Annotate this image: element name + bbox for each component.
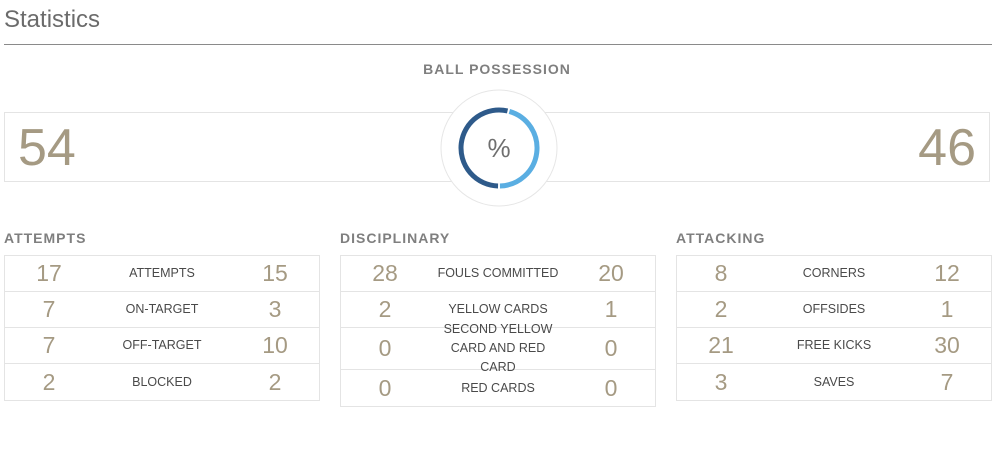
section-attacking: ATTACKING 8 CORNERS 12 2 OFFSIDES 1 21 F…	[676, 229, 992, 401]
stat-row: 17 ATTEMPTS 15	[5, 256, 319, 292]
donut-outer-ring	[440, 89, 558, 207]
page-title: Statistics	[4, 6, 101, 33]
stat-home-value: 21	[708, 332, 734, 358]
stat-row: 2 BLOCKED 2	[5, 364, 319, 400]
stat-label: CORNERS	[802, 266, 866, 280]
section-disciplinary: DISCIPLINARY 28 FOULS COMMITTED 20 2 YEL…	[340, 229, 656, 407]
stat-home-value: 28	[372, 260, 398, 286]
stat-home-value: 0	[378, 374, 392, 401]
stat-away-value: 15	[262, 260, 288, 286]
stat-label: BLOCKED	[132, 374, 192, 389]
section-attempts: ATTEMPTS 17 ATTEMPTS 15 7 ON-TARGET 3 7 …	[4, 229, 320, 401]
stat-away-value: 30	[934, 332, 960, 358]
stat-away-value: 1	[940, 296, 954, 322]
section-title: DISCIPLINARY	[340, 230, 451, 246]
stat-away-value: 1	[604, 296, 618, 322]
stat-home-value: 2	[378, 296, 392, 322]
stat-home-value: 3	[714, 368, 728, 395]
possession-label: BALL POSSESSION	[423, 61, 571, 77]
possession-home-value: 54	[18, 119, 76, 177]
stat-label: FREE KICKS	[796, 338, 872, 352]
stat-row: 0 SECOND YELLOW CARD AND RED CARD 0	[341, 322, 655, 374]
stat-label: OFFSIDES	[802, 302, 866, 316]
stat-away-value: 0	[604, 374, 618, 401]
stat-row: 2 YELLOW CARDS 1	[341, 292, 655, 328]
stat-home-value: 8	[714, 260, 728, 286]
stat-table: 8 CORNERS 12 2 OFFSIDES 1 21 FREE KICKS …	[676, 255, 992, 401]
stat-row: 7 OFF-TARGET 10	[5, 328, 319, 364]
donut-away-arc	[499, 109, 540, 189]
stat-away-value: 2	[268, 368, 282, 395]
stat-away-value: 12	[934, 260, 960, 286]
stat-label: SAVES	[813, 374, 855, 389]
stat-row: 7 ON-TARGET 3	[5, 292, 319, 328]
stat-label: FOULS COMMITTED	[437, 266, 559, 280]
possession-unit: %	[487, 133, 511, 163]
stat-away-value: 7	[940, 368, 954, 395]
stat-home-value: 2	[42, 368, 56, 395]
stat-label: SECOND YELLOW CARD AND RED CARD	[443, 322, 553, 374]
section-title: ATTACKING	[676, 230, 766, 246]
stat-home-value: 7	[42, 332, 56, 358]
stat-row: 0 RED CARDS 0	[341, 370, 655, 406]
stat-away-value: 3	[268, 296, 282, 322]
possession-donut-chart	[440, 89, 558, 207]
stat-row: 28 FOULS COMMITTED 20	[341, 256, 655, 292]
stat-home-value: 7	[42, 296, 56, 322]
title-divider	[4, 44, 992, 45]
stat-label: YELLOW CARDS	[448, 302, 548, 316]
stat-table: 28 FOULS COMMITTED 20 2 YELLOW CARDS 1 0…	[340, 255, 656, 407]
stat-row: 2 OFFSIDES 1	[677, 292, 991, 328]
stat-table: 17 ATTEMPTS 15 7 ON-TARGET 3 7 OFF-TARGE…	[4, 255, 320, 401]
stat-home-value: 2	[714, 296, 728, 322]
stat-away-value: 20	[598, 260, 624, 286]
stat-label: RED CARDS	[461, 380, 535, 395]
stat-label: ON-TARGET	[125, 302, 199, 316]
stat-label: ATTEMPTS	[129, 266, 195, 280]
possession-donut: %	[440, 89, 558, 207]
stat-away-value: 0	[604, 335, 618, 361]
donut-home-arc	[458, 107, 509, 189]
stat-away-value: 10	[262, 332, 288, 358]
stat-row: 8 CORNERS 12	[677, 256, 991, 292]
possession-away-value: 46	[918, 119, 976, 177]
section-title: ATTEMPTS	[4, 230, 87, 246]
stat-home-value: 0	[378, 335, 392, 361]
stat-row: 3 SAVES 7	[677, 364, 991, 400]
stat-row: 21 FREE KICKS 30	[677, 328, 991, 364]
stat-label: OFF-TARGET	[122, 338, 202, 352]
stat-home-value: 17	[36, 260, 62, 286]
